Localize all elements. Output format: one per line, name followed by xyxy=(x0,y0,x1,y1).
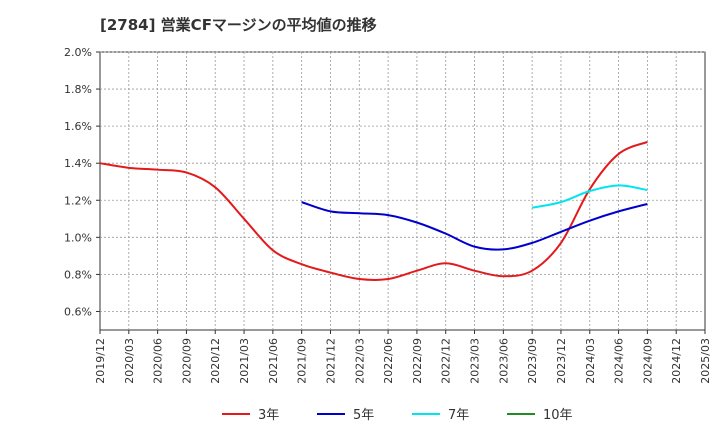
y-tick-label: 1.4% xyxy=(64,157,92,170)
x-tick-label: 2019/12 xyxy=(94,338,107,384)
chart-title: [2784] 営業CFマージンの平均値の推移 xyxy=(100,16,377,34)
series-line-7年 xyxy=(531,184,648,209)
x-tick-label: 2020/12 xyxy=(209,338,222,384)
x-tick-label: 2022/12 xyxy=(440,338,453,384)
series-line-5年 xyxy=(301,201,648,251)
x-tick-label: 2021/06 xyxy=(267,338,280,384)
x-tick-label: 2023/03 xyxy=(469,338,482,384)
x-tick-label: 2021/09 xyxy=(296,338,309,384)
plot-area xyxy=(99,51,706,331)
x-tick-label: 2025/03 xyxy=(699,338,712,384)
x-tick-label: 2021/03 xyxy=(238,338,251,384)
x-tick-label: 2020/09 xyxy=(180,338,193,384)
x-tick-label: 2023/09 xyxy=(526,338,539,384)
x-tick-label: 2024/06 xyxy=(613,338,626,384)
x-tick-label: 2020/06 xyxy=(152,338,165,384)
x-tick-label: 2022/09 xyxy=(411,338,424,384)
x-tick-label: 2020/03 xyxy=(123,338,136,384)
legend-label: 3年 xyxy=(258,408,279,423)
legend-label: 7年 xyxy=(448,408,469,423)
grid-lines xyxy=(100,51,705,330)
y-tick-label: 1.8% xyxy=(64,83,92,96)
y-axis-ticks: 0.6% 0.8% 1.0% 1.2% 1.4% 1.6% 1.8% 2.0% xyxy=(64,46,100,318)
x-axis-ticks: 2019/12 2020/03 2020/06 2020/09 2020/12 2021/… xyxy=(94,330,712,384)
y-tick-label: 0.6% xyxy=(64,305,92,318)
y-tick-label: 2.0% xyxy=(64,46,92,59)
x-tick-label: 2023/12 xyxy=(555,338,568,384)
legend-label: 10年 xyxy=(543,408,573,423)
x-tick-label: 2024/03 xyxy=(584,338,597,384)
x-tick-label: 2023/06 xyxy=(497,338,510,384)
x-tick-label: 2024/12 xyxy=(670,338,683,384)
x-tick-label: 2022/03 xyxy=(353,338,366,384)
series-line-3年 xyxy=(99,140,648,281)
x-tick-label: 2022/06 xyxy=(382,338,395,384)
legend: 3年 5年 7年 10年 xyxy=(222,408,573,423)
legend-label: 5年 xyxy=(353,408,374,423)
y-tick-label: 1.0% xyxy=(64,231,92,244)
series-lines xyxy=(99,140,648,281)
y-tick-label: 1.6% xyxy=(64,120,92,133)
y-tick-label: 0.8% xyxy=(64,268,92,281)
x-tick-label: 2024/09 xyxy=(641,338,654,384)
y-tick-label: 1.2% xyxy=(64,194,92,207)
x-tick-label: 2021/12 xyxy=(324,338,337,384)
